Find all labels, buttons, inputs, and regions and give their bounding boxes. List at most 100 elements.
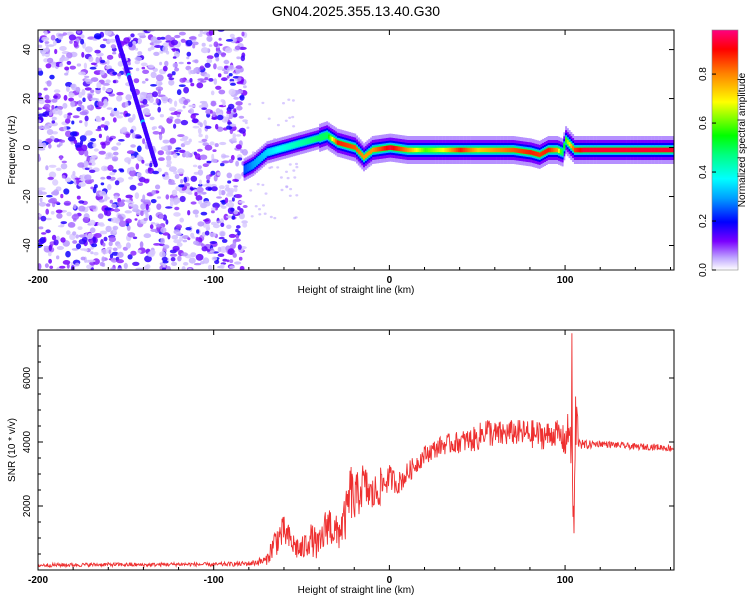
noise-blob — [146, 192, 153, 197]
noise-blob — [188, 36, 197, 40]
noise-blob — [187, 237, 191, 241]
noise-blob — [229, 123, 237, 127]
ridge-cell — [338, 140, 341, 146]
noise-blob — [69, 65, 77, 70]
noise-blob — [172, 245, 180, 251]
ridge-cell — [649, 147, 652, 153]
noise-blob — [38, 113, 47, 117]
noise-blob — [84, 167, 90, 171]
noise-blob — [114, 180, 120, 186]
colorbar-tick-label: 0.4 — [698, 165, 709, 179]
noise-blob — [185, 227, 192, 231]
ridge-cell — [452, 147, 455, 153]
noise-blob — [64, 66, 70, 71]
ridge-cell — [429, 148, 432, 152]
noise-blob — [233, 185, 238, 188]
noise-blob — [112, 247, 118, 252]
ridge-cell — [496, 147, 499, 153]
noise-blob — [208, 78, 214, 82]
noise-blob — [157, 106, 161, 113]
noise-blob — [105, 88, 113, 93]
ridge-cell — [364, 153, 367, 159]
noise-blob — [46, 203, 51, 207]
noise-blob — [108, 241, 113, 247]
ridge-cell — [529, 150, 532, 155]
noise-blob — [78, 182, 86, 187]
noise-blob — [207, 187, 212, 191]
noise-blob — [88, 162, 92, 166]
noise-blob — [170, 112, 177, 115]
noise-blob — [39, 197, 43, 203]
ridge-cell — [494, 147, 497, 153]
ridge-cell — [549, 147, 552, 153]
noise-blob — [109, 38, 116, 43]
noise-blob — [155, 98, 159, 104]
ridge-cell — [368, 150, 371, 156]
ridge-cell — [320, 135, 323, 139]
ridge-cell — [586, 147, 589, 153]
ridge-cell — [310, 138, 313, 143]
noise-blob — [226, 172, 233, 179]
ridge-cell — [577, 147, 580, 153]
ridge-cell — [610, 147, 613, 153]
spectrogram-frame — [37, 29, 675, 271]
noise-blob — [227, 248, 235, 256]
noise-blob — [195, 195, 203, 201]
ridge-cell — [517, 148, 520, 153]
ridge-cell — [575, 147, 578, 153]
noise-blob — [66, 60, 72, 65]
noise-blob — [93, 184, 98, 189]
noise-blob — [291, 115, 295, 119]
noise-blob — [241, 31, 245, 37]
noise-blob — [276, 123, 280, 127]
noise-blob — [178, 61, 184, 65]
noise-blob — [128, 176, 134, 180]
noise-blob — [79, 111, 88, 116]
noise-blob — [45, 45, 49, 52]
ridge-cell — [473, 147, 476, 153]
noise-blob — [218, 37, 222, 41]
noise-blob — [159, 61, 163, 66]
noise-blob — [288, 194, 292, 197]
noise-blob — [200, 211, 208, 216]
noise-blob — [202, 184, 208, 187]
noise-blob — [224, 65, 229, 69]
ridge-cell — [584, 147, 587, 153]
noise-blob — [148, 214, 153, 222]
noise-blob — [129, 169, 137, 177]
ridge-cell — [644, 147, 647, 153]
noise-blob — [199, 100, 208, 104]
ridge-cell — [470, 147, 473, 153]
ridge-cell — [614, 147, 617, 153]
noise-blob — [78, 234, 86, 238]
noise-blob — [194, 153, 201, 160]
noise-blob — [197, 169, 204, 176]
ridge-cell — [544, 149, 546, 155]
noise-blob — [101, 248, 109, 255]
noise-blob — [65, 118, 71, 124]
noise-blob — [44, 263, 49, 268]
noise-blob — [256, 183, 260, 186]
noise-blob — [38, 187, 46, 191]
noise-blob — [180, 38, 186, 43]
noise-blob — [46, 80, 52, 87]
noise-blob — [86, 155, 91, 162]
ridge-cell — [598, 147, 601, 153]
noise-blob — [98, 150, 106, 155]
noise-blob — [258, 213, 262, 216]
noise-blob — [229, 140, 237, 144]
ridge-cell — [461, 147, 464, 153]
noise-blob — [206, 35, 213, 42]
noise-blob — [179, 217, 184, 223]
ridge-cell — [472, 147, 474, 153]
noise-blob — [123, 37, 130, 44]
noise-blob — [90, 179, 94, 183]
noise-blob — [215, 123, 219, 130]
ridge-cell — [531, 150, 534, 156]
noise-blob — [174, 100, 178, 107]
noise-blob — [204, 230, 210, 236]
noise-blob — [147, 47, 152, 52]
ridge-cell — [306, 139, 309, 144]
noise-blob — [108, 249, 112, 255]
noise-blob — [196, 82, 204, 89]
